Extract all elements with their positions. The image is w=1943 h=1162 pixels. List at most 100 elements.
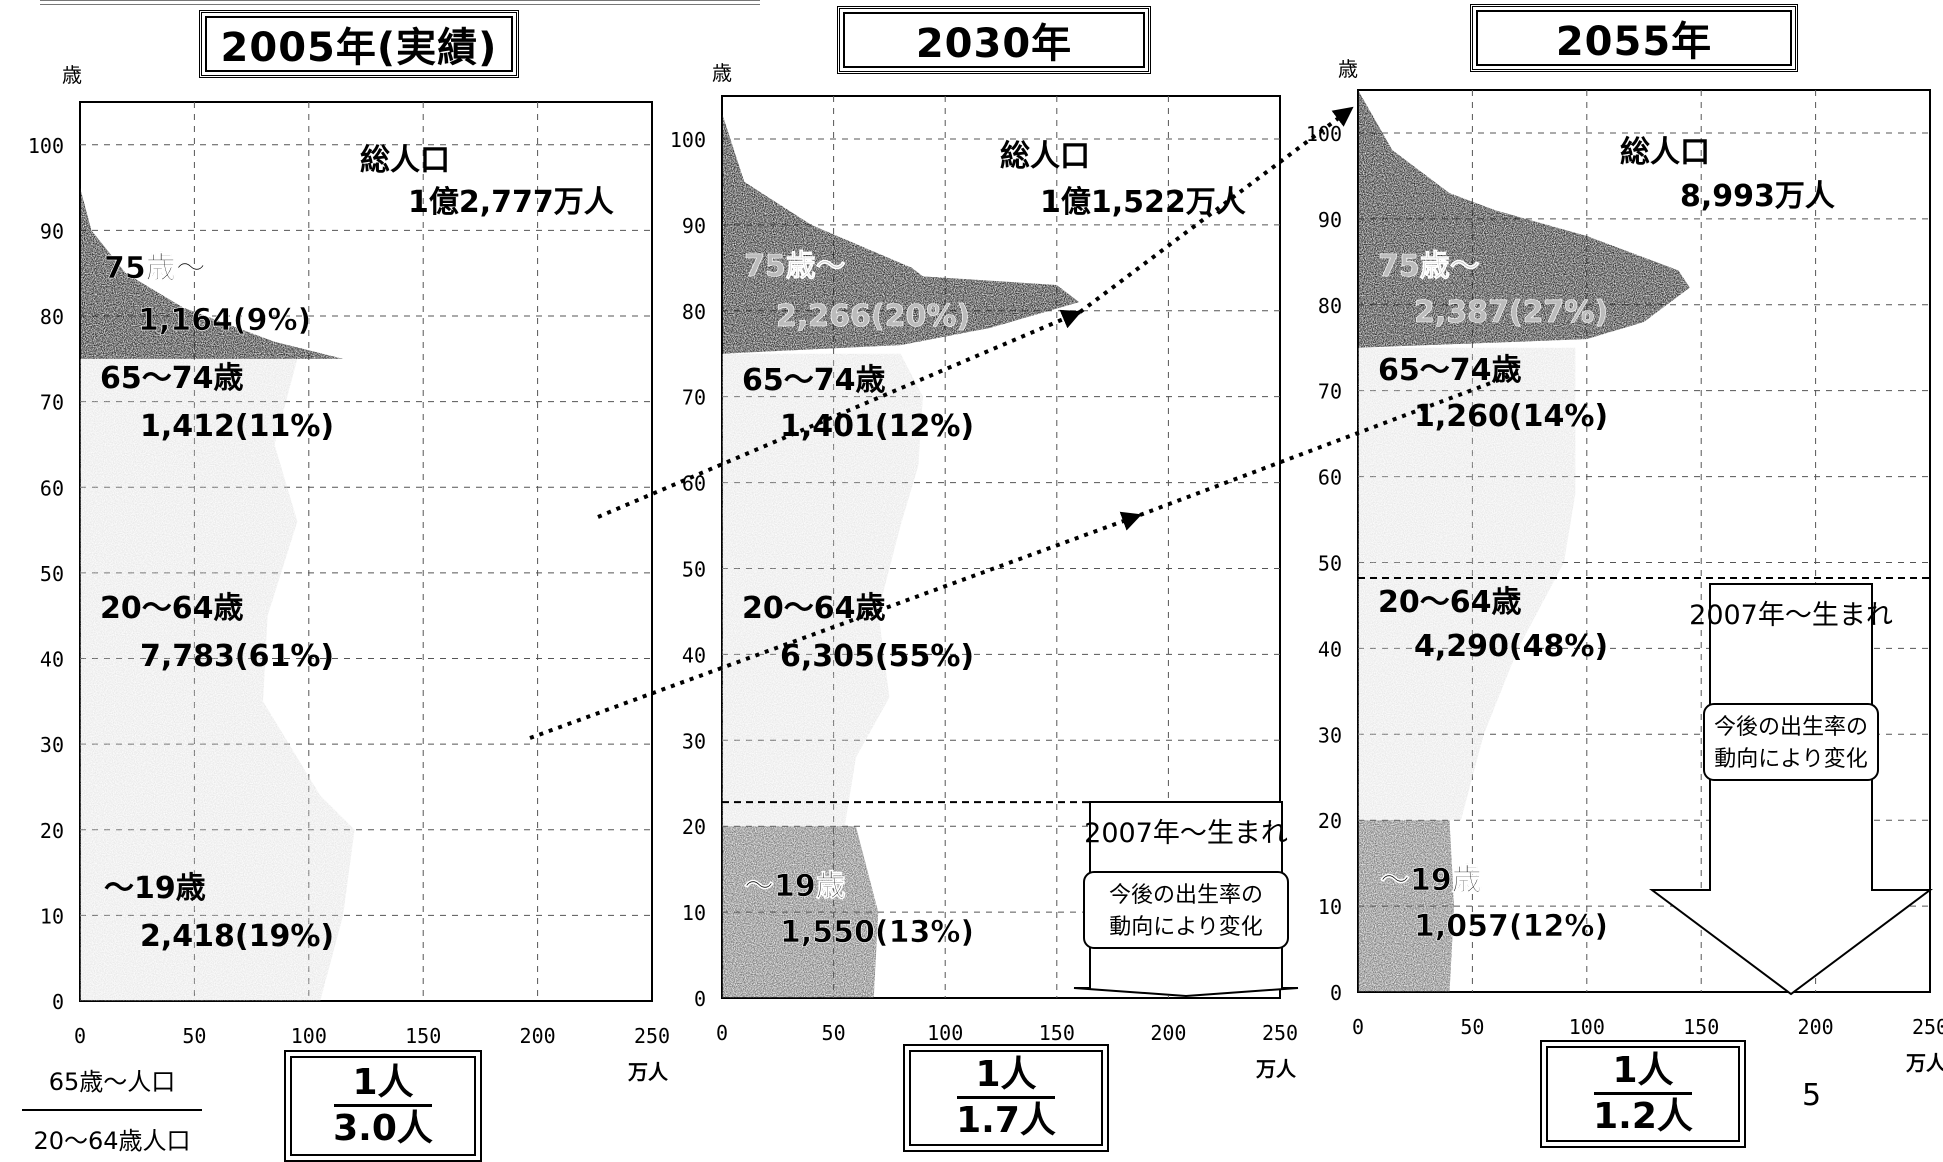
x-tick-label: 200 [1150,1021,1186,1045]
legend-denominator: 20～64歳人口 [33,1127,191,1155]
chart-title-2055: 2055年 [1470,4,1798,72]
x-axis-label: 万人 [627,1060,669,1084]
y-tick-label: 90 [1318,208,1342,232]
legend-numerator: 65歳～人口 [22,1062,202,1111]
y-tick-label: 70 [1318,380,1342,404]
y-tick-label: 90 [40,219,64,243]
annotation-note: 動向により変化 [1109,915,1263,940]
x-tick-label: 200 [1798,1015,1834,1039]
y-tick-label: 30 [1318,723,1342,747]
x-tick-label: 100 [291,1024,327,1048]
y-tick-label: 40 [682,643,706,667]
top-rule [40,0,760,5]
age-group-label: ～19歳 [104,871,206,906]
y-tick-label: 10 [682,901,706,925]
ratio-denominator: 1.7人 [956,1099,1056,1141]
y-tick-label: 90 [682,214,706,238]
chart-title-2030: 2030年 [837,6,1151,74]
age-group-label: 75歳～ [104,251,206,286]
y-tick-label: 60 [1318,466,1342,490]
age-band-shape [1358,820,1455,992]
age-group-value: 6,305(55%) [780,639,974,674]
y-tick-label: 30 [682,729,706,753]
y-tick-label: 30 [40,733,64,757]
x-tick-label: 200 [520,1024,556,1048]
age-group-label: 75歳～ [744,249,846,284]
y-tick-label: 80 [40,305,64,329]
page-number: 5 [1802,1078,1822,1113]
age-group-label: 20～64歳 [1378,585,1522,620]
x-tick-label: 100 [927,1021,963,1045]
y-tick-label: 80 [682,300,706,324]
cohort-arrow-2 [1078,106,1354,314]
age-group-label: 65～74歳 [742,363,886,398]
chart-title-2005: 2005年(実績) [199,10,519,78]
age-group-value: 1,164(9%) [138,303,311,338]
y-tick-label: 0 [694,987,706,1011]
y-tick-label: 40 [40,648,64,672]
ratio-denominator: 1.2人 [1593,1095,1693,1137]
y-tick-label: 40 [1318,637,1342,661]
y-tick-label: 10 [1318,895,1342,919]
x-tick-label: 0 [716,1021,728,1045]
pyramid-panel-0: 0 10 20 30 40 50 60 70 80 90 100 0 50 100 150 200 250 歳万人… [28,63,670,1084]
y-axis-label: 歳 [62,63,82,87]
x-tick-label: 150 [1683,1015,1719,1039]
age-group-value: 1,057(12%) [1414,909,1608,944]
x-tick-label: 250 [1912,1015,1943,1039]
annotation-note: 今後の出生率の [1109,883,1263,908]
ratio-numerator: 1人 [1594,1050,1692,1095]
x-tick-label: 0 [74,1024,86,1048]
ratio-denominator: 3.0人 [333,1107,433,1149]
y-tick-label: 20 [40,819,64,843]
age-band-shape [722,113,1080,354]
age-group-value: 4,290(48%) [1414,629,1608,664]
ratio-box-2055: 1人 1.2人 [1540,1040,1746,1148]
age-group-value: 2,387(27%) [1414,295,1608,330]
age-group-label: 75歳～ [1378,249,1480,284]
age-group-value: 1,401(12%) [780,409,974,444]
ratio-box-2005: 1人 3.0人 [284,1050,482,1162]
y-axis-label: 歳 [1338,57,1358,81]
age-group-value: 1,412(11%) [140,409,334,444]
x-tick-label: 250 [634,1024,670,1048]
age-group-label: 20～64歳 [100,591,244,626]
annotation-note-box [1703,703,1879,781]
ratio-box-2030: 1人 1.7人 [903,1044,1109,1152]
ratio-numerator: 1人 [957,1054,1055,1099]
annotation-title: 2007年～生まれ [1689,600,1893,631]
y-axis-label: 歳 [712,61,732,85]
age-group-label: ～19歳 [1380,863,1482,898]
age-band-shape [1358,347,1576,821]
x-tick-label: 250 [1262,1021,1298,1045]
total-population-value: 1億1,522万人 [1040,185,1246,220]
annotation-title: 2007年～生まれ [1084,818,1288,849]
cohort-arrow-4 [1139,370,1521,517]
age-band-shape [1358,90,1690,348]
x-tick-label: 0 [1352,1015,1364,1039]
x-tick-label: 50 [182,1024,206,1048]
y-tick-label: 100 [28,134,64,158]
ratio-legend: 65歳～人口 20～64歳人口 [22,1062,202,1156]
x-tick-label: 50 [1460,1015,1484,1039]
y-tick-label: 50 [682,557,706,581]
annotation-note-box [1083,871,1289,949]
x-tick-label: 150 [405,1024,441,1048]
birth-cohort-arrow [1648,583,1934,996]
y-tick-label: 60 [682,472,706,496]
y-tick-label: 70 [682,386,706,410]
age-band-shape [722,826,879,998]
y-tick-label: 100 [1306,122,1342,146]
y-tick-label: 80 [1318,294,1342,318]
total-population-label: 総人口 [1000,139,1090,174]
y-tick-label: 50 [40,562,64,586]
age-band-shape [80,187,344,359]
age-group-value: 1,260(14%) [1414,399,1608,434]
y-tick-label: 0 [1330,981,1342,1005]
total-population-value: 8,993万人 [1680,179,1835,214]
age-group-value: 2,418(19%) [140,919,334,954]
annotation-note: 動向により変化 [1714,747,1868,772]
y-tick-label: 20 [682,815,706,839]
x-tick-label: 150 [1039,1021,1075,1045]
age-group-value: 2,266(20%) [776,299,970,334]
